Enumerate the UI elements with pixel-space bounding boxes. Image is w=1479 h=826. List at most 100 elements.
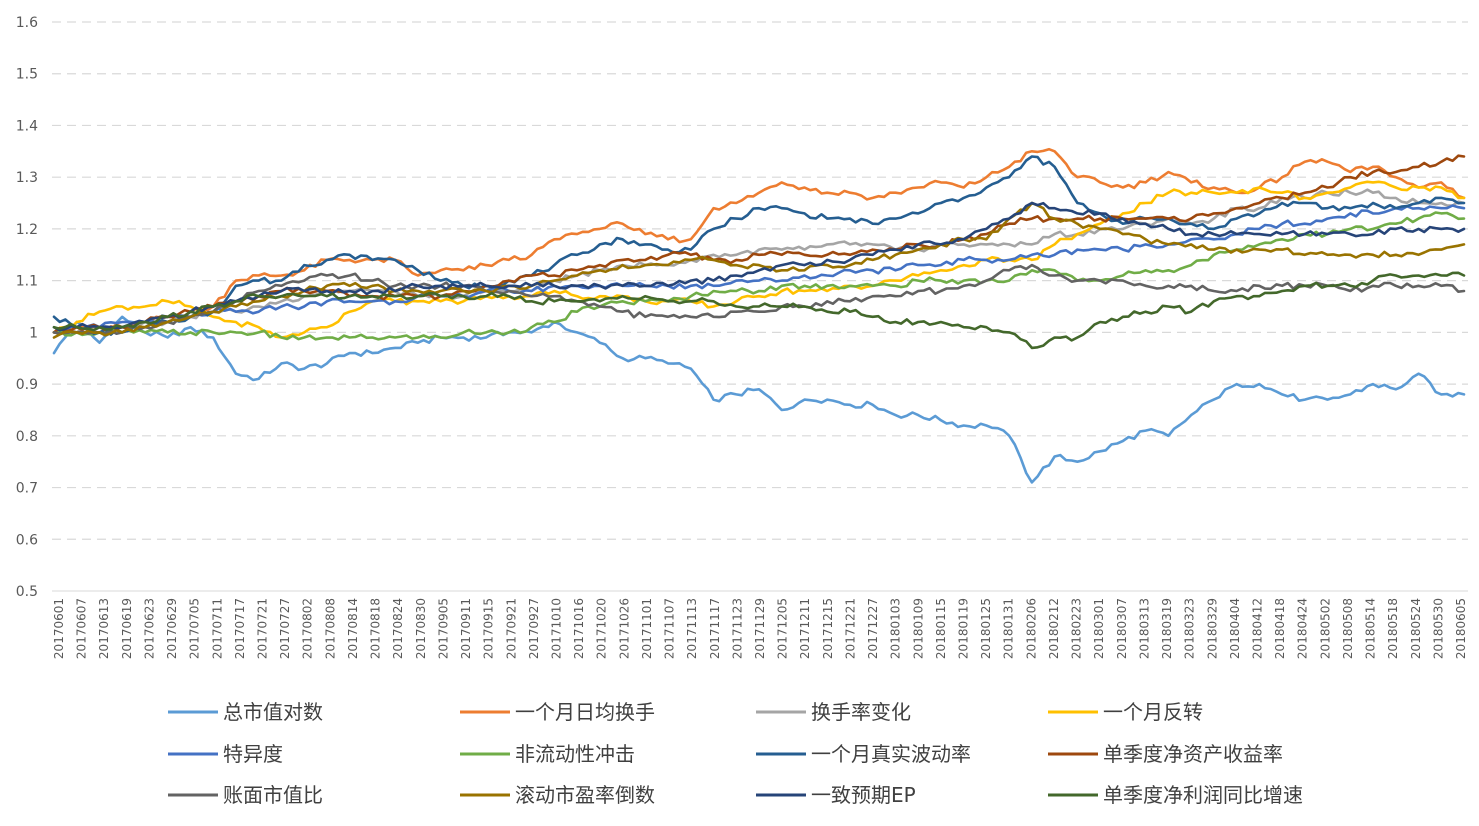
series-line xyxy=(52,180,1466,339)
legend-label: 总市值对数 xyxy=(223,700,323,724)
x-tick-label: 20171016 xyxy=(572,598,586,659)
legend-label: 单季度净利润同比增速 xyxy=(1103,783,1303,807)
legend-item: 单季度净资产收益率 xyxy=(1048,742,1283,766)
x-tick-label: 20171026 xyxy=(617,598,631,659)
x-tick-label: 20180125 xyxy=(979,598,993,659)
legend-item: 滚动市盈率倒数 xyxy=(460,783,655,807)
x-tick-label: 20171113 xyxy=(685,598,699,659)
series-line xyxy=(52,211,1466,341)
x-tick-label: 20180212 xyxy=(1047,598,1061,659)
y-tick-label: 0.7 xyxy=(16,481,38,497)
x-tick-label: 20170814 xyxy=(346,598,360,659)
legend-label: 非流动性冲击 xyxy=(515,742,635,766)
x-tick-label: 20170921 xyxy=(504,598,518,659)
series-line xyxy=(52,201,1466,332)
x-tick-label: 20171117 xyxy=(708,598,722,659)
legend-item: 非流动性冲击 xyxy=(460,742,635,766)
x-tick-label: 20170808 xyxy=(323,598,337,659)
x-tick-label: 20180329 xyxy=(1205,598,1219,659)
series-line xyxy=(52,315,1466,484)
x-tick-label: 20170711 xyxy=(210,598,224,659)
x-tick-label: 20170915 xyxy=(482,598,496,659)
legend-label: 滚动市盈率倒数 xyxy=(515,783,655,807)
x-tick-label: 20171020 xyxy=(595,598,609,659)
x-tick-label: 20170607 xyxy=(75,598,89,659)
y-tick-label: 1.3 xyxy=(16,170,38,186)
legend-label: 单季度净资产收益率 xyxy=(1103,742,1283,766)
legend-label: 换手率变化 xyxy=(811,700,911,724)
x-tick-label: 20170705 xyxy=(188,598,202,659)
x-tick-label: 20180502 xyxy=(1318,598,1332,659)
x-tick-label: 20180206 xyxy=(1024,598,1038,659)
x-tick-label: 20180530 xyxy=(1431,598,1445,659)
legend-label: 一个月反转 xyxy=(1103,700,1203,724)
legend-label: 一个月真实波动率 xyxy=(811,742,971,766)
x-tick-label: 20170824 xyxy=(391,598,405,659)
x-tick-label: 20180524 xyxy=(1409,598,1423,659)
x-tick-label: 20170905 xyxy=(436,598,450,659)
x-tick-label: 20180323 xyxy=(1183,598,1197,659)
x-tick-label: 20170721 xyxy=(256,598,270,659)
x-tick-label: 20170613 xyxy=(97,598,111,659)
series-line xyxy=(52,204,1466,335)
legend-item: 一个月日均换手 xyxy=(460,700,655,724)
y-tick-label: 1.6 xyxy=(16,15,38,31)
y-tick-label: 1.2 xyxy=(16,222,38,238)
series-line xyxy=(52,263,1466,336)
x-tick-label: 20170802 xyxy=(301,598,315,659)
x-tick-label: 20180404 xyxy=(1228,598,1242,659)
y-tick-label: 0.9 xyxy=(16,377,38,393)
y-tick-label: 0.6 xyxy=(16,532,38,548)
legend-item: 账面市值比 xyxy=(168,783,323,807)
series-line xyxy=(52,155,1466,336)
x-tick-label: 20170727 xyxy=(278,598,292,659)
x-tick-label: 20180109 xyxy=(911,598,925,659)
legend-item: 一致预期EP xyxy=(756,783,916,807)
x-tick-label: 20171211 xyxy=(798,598,812,659)
y-tick-label: 1.4 xyxy=(16,118,38,134)
x-tick-label: 20170629 xyxy=(165,598,179,659)
x-tick-label: 20170830 xyxy=(414,598,428,659)
series-line xyxy=(52,271,1466,350)
x-tick-label: 20171129 xyxy=(753,598,767,659)
x-tick-label: 20171107 xyxy=(663,598,677,659)
legend-item: 一个月真实波动率 xyxy=(756,742,971,766)
x-tick-label: 20171010 xyxy=(549,598,563,659)
x-tick-label: 20180119 xyxy=(957,598,971,659)
y-tick-label: 1.5 xyxy=(16,67,38,83)
legend-label: 账面市值比 xyxy=(223,783,323,807)
x-tick-label: 20171227 xyxy=(866,598,880,659)
x-tick-label: 20171123 xyxy=(730,598,744,659)
x-tick-label: 20180313 xyxy=(1137,598,1151,659)
y-tick-label: 0.8 xyxy=(16,429,38,445)
x-tick-label: 20170927 xyxy=(527,598,541,659)
series-line xyxy=(52,201,1466,339)
x-tick-label: 20170911 xyxy=(459,598,473,659)
x-tick-label: 20170623 xyxy=(142,598,156,659)
axis: 0.5 0.6 0.7 0.8 0.9 1 1.1 1.2 1.3 1.4 1.5 1.6 201706… xyxy=(16,15,1468,659)
legend-item: 总市值对数 xyxy=(168,700,323,724)
legend-item: 换手率变化 xyxy=(756,700,911,724)
x-tick-label: 20180223 xyxy=(1070,598,1084,659)
x-tick-label: 20170717 xyxy=(233,598,247,659)
x-tick-label: 20180605 xyxy=(1454,598,1468,659)
x-tick-label: 20170601 xyxy=(52,598,66,659)
x-tick-label: 20180115 xyxy=(934,598,948,659)
x-tick-label: 20180424 xyxy=(1296,598,1310,659)
x-tick-label: 20171221 xyxy=(843,598,857,659)
x-tick-label: 20180418 xyxy=(1273,598,1287,659)
x-tick-label: 20171205 xyxy=(776,598,790,659)
x-tick-label: 20170818 xyxy=(369,598,383,659)
x-tick-label: 20171215 xyxy=(821,598,835,659)
x-tick-label: 20180131 xyxy=(1002,598,1016,659)
legend-label: 一个月日均换手 xyxy=(515,700,655,724)
legend-label: 一致预期EP xyxy=(811,783,916,807)
legend: 总市值对数 一个月日均换手 换手率变化 一个月反转特异度 非流动性冲击 一个月真实波动率单… xyxy=(168,700,1303,807)
series-lines xyxy=(52,147,1466,484)
y-tick-label: 1 xyxy=(29,325,38,341)
y-tick-label: 0.5 xyxy=(16,584,38,600)
legend-label: 特异度 xyxy=(223,742,283,766)
x-tick-label: 20180307 xyxy=(1115,598,1129,659)
